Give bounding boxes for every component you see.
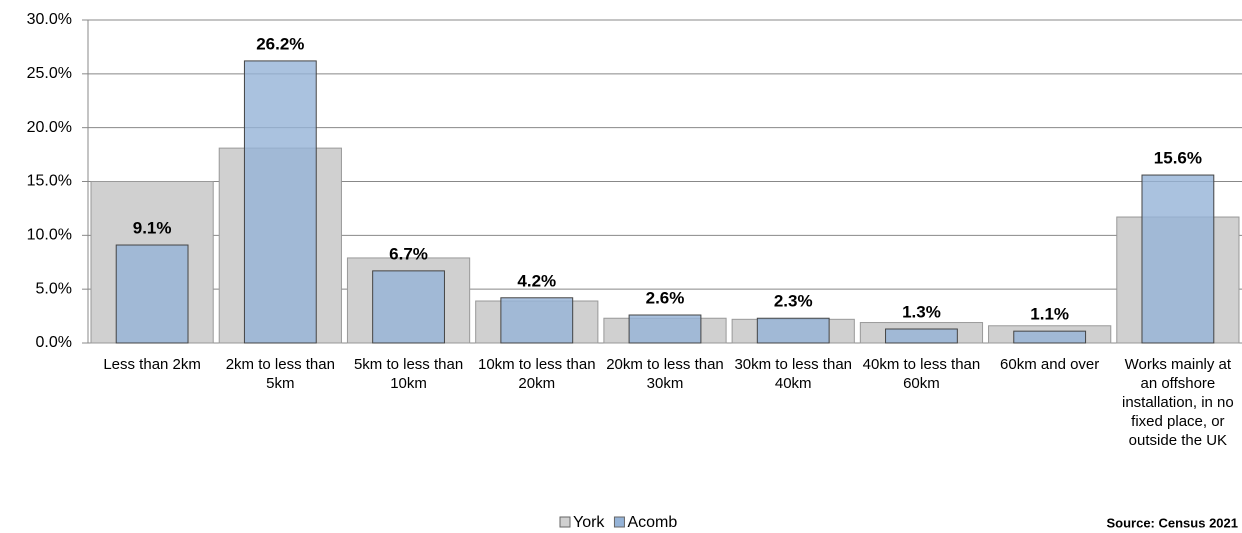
data-label: 4.2% — [517, 271, 556, 290]
y-tick-label: 0.0% — [36, 334, 72, 351]
y-tick-label: 20.0% — [27, 119, 72, 136]
x-tick-label: 2km to less than 5km — [225, 356, 335, 392]
bar-acomb — [628, 314, 702, 344]
x-tick-label: 30km to less than 40km — [734, 356, 852, 392]
legend-swatch — [613, 516, 625, 528]
data-label: 2.3% — [774, 292, 813, 311]
legend-label: Acomb — [627, 514, 677, 531]
y-tick-label: 15.0% — [27, 173, 72, 190]
data-label: 2.6% — [646, 288, 685, 307]
bar-acomb — [756, 317, 830, 344]
bar-acomb — [885, 328, 958, 344]
data-label: 15.6% — [1154, 149, 1202, 168]
x-tick-label: 20km to less than 30km — [606, 356, 724, 392]
bar-acomb — [243, 60, 317, 344]
y-tick-label: 30.0% — [27, 11, 72, 28]
x-tick-label: 60km and over — [1000, 356, 1100, 373]
y-tick-label: 5.0% — [36, 280, 72, 297]
y-tick-label: 25.0% — [27, 65, 72, 82]
bar-acomb — [115, 244, 189, 344]
legend-swatch — [559, 516, 571, 528]
bar-acomb — [500, 297, 574, 344]
data-label: 26.2% — [256, 34, 304, 53]
x-tick-label: 5km to less than 10km — [353, 356, 464, 392]
legend-label: York — [573, 514, 605, 531]
data-label: 9.1% — [133, 219, 172, 238]
bar-acomb — [1141, 174, 1215, 344]
data-label: 1.1% — [1030, 305, 1069, 324]
x-tick-label: Less than 2km — [103, 356, 201, 373]
source: Source: Census 2021 — [1106, 515, 1238, 530]
x-tick-label: 40km to less than 60km — [862, 356, 981, 392]
bar-acomb — [1013, 330, 1087, 344]
x-tick-label: 10km to less than 20km — [477, 356, 596, 392]
bar-acomb — [372, 270, 445, 344]
x-tick-label: Works mainly at an offshore installation… — [1122, 356, 1234, 449]
data-label: 1.3% — [902, 302, 941, 321]
data-label: 6.7% — [389, 244, 428, 263]
y-tick-label: 10.0% — [27, 227, 72, 244]
